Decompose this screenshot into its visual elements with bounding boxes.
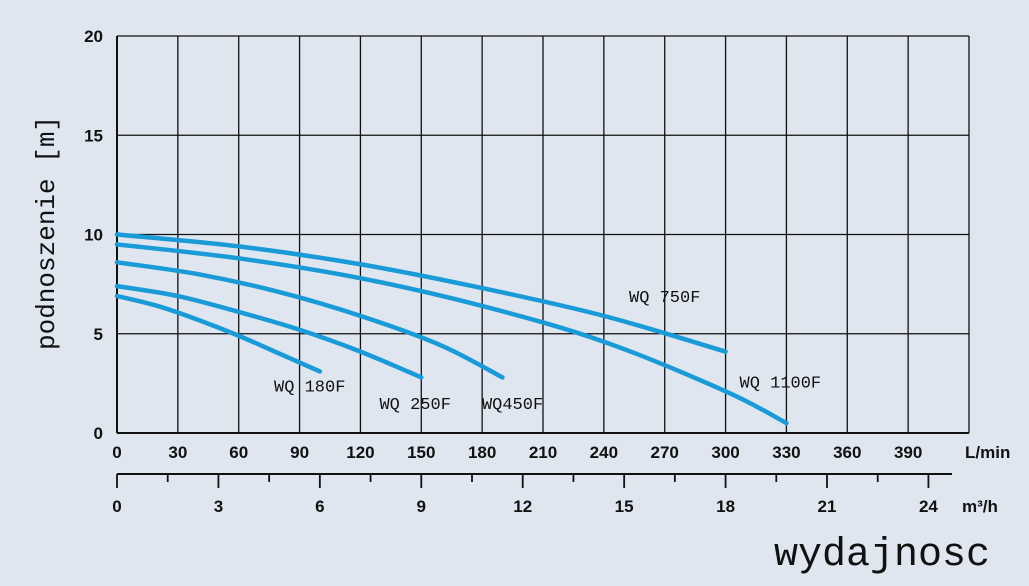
x-tick-label-m3h: 6 [315,497,324,516]
y-tick-label: 0 [94,424,103,443]
curve-wq1100f [114,242,789,426]
x-tick-label-lmin: 240 [590,443,618,462]
series-label: WQ450F [482,396,543,415]
x-tick-label-lmin: 30 [168,443,187,462]
x-tick-label-lmin: 300 [711,443,739,462]
x-tick-label-m3h: 18 [716,497,735,516]
x-tick-label-lmin: 60 [229,443,248,462]
grid [116,35,970,488]
x-tick-label-lmin: 390 [894,443,922,462]
x-tick-label-lmin: 210 [529,443,557,462]
curve-wq750f [114,232,728,354]
x-tick-label-m3h: 9 [417,497,426,516]
x-tick-label-lmin: 330 [772,443,800,462]
x-tick-label-lmin: 90 [290,443,309,462]
x-tick-label-m3h: 15 [615,497,634,516]
curves [114,232,789,426]
y-tick-label: 15 [84,126,103,145]
x-axis-unit-lmin: L/min [965,443,1010,462]
series-label: WQ 750F [629,289,700,308]
x-axis-label: wydajnosc [774,533,990,578]
x-tick-label-lmin: 120 [346,443,374,462]
y-axis-label: podnoszenie [m] [32,116,62,350]
x-tick-label-m3h: 0 [112,497,121,516]
y-tick-label: 20 [84,27,103,46]
y-tick-label: 5 [94,325,103,344]
y-tick-label: 10 [84,226,103,245]
x-tick-label-m3h: 3 [214,497,223,516]
curve-wq450f [114,260,505,380]
x-tick-label-m3h: 24 [919,497,938,516]
x-tick-label-lmin: 0 [112,443,121,462]
series-label: WQ 1100F [740,374,822,393]
curve-wq250f [114,283,424,380]
x-tick-label-lmin: 180 [468,443,496,462]
x-tick-label-lmin: 150 [407,443,435,462]
x-tick-label-m3h: 12 [513,497,532,516]
x-tick-label-lmin: 360 [833,443,861,462]
series-label: WQ 180F [274,378,345,397]
series-label: WQ 250F [379,396,450,415]
x-tick-label-lmin: 270 [651,443,679,462]
x-tick-label-m3h: 21 [818,497,837,516]
curve-wq180f [114,293,323,374]
x-axis-unit-m3h: m³/h [962,497,998,516]
